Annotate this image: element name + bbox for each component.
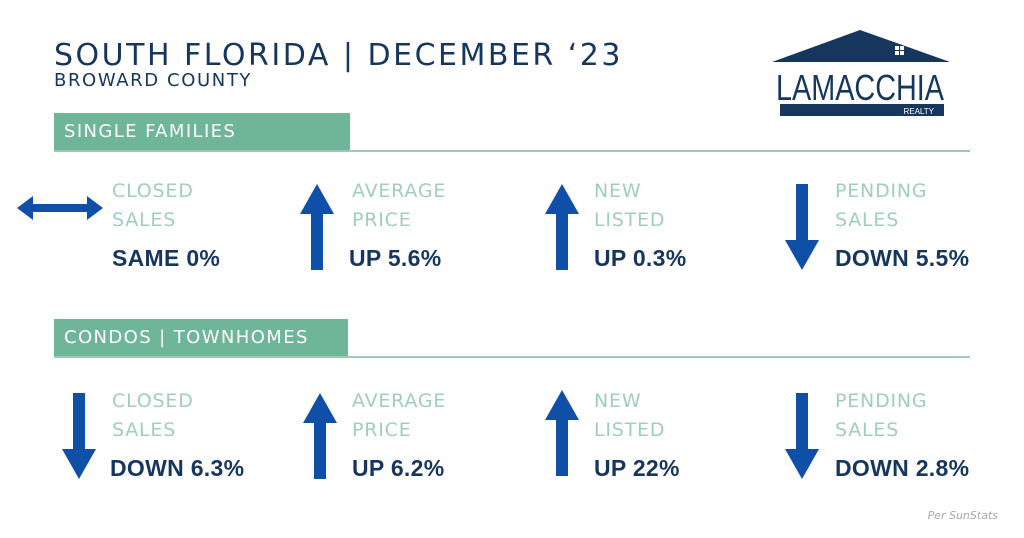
stat-label: NEW xyxy=(594,390,642,412)
svg-text:LAMACCHIA: LAMACCHIA xyxy=(776,67,944,108)
up-arrow-icon xyxy=(545,184,579,270)
stat-label: SALES xyxy=(835,209,900,231)
stat-label: SALES xyxy=(112,419,177,441)
stat-label: PENDING xyxy=(835,180,928,202)
stat-label: PRICE xyxy=(352,419,412,441)
stat-label: CLOSED xyxy=(112,390,194,412)
up-arrow-icon xyxy=(303,393,337,479)
lamacchia-realty-logo: LAMACCHIA REALTY xyxy=(772,30,950,116)
stat-value: SAME 0% xyxy=(112,245,221,271)
page-title: SOUTH FLORIDA | DECEMBER ‘23 xyxy=(54,38,623,73)
svg-text:REALTY: REALTY xyxy=(903,107,934,116)
stat-label: SALES xyxy=(835,419,900,441)
stat-new-listed: NEW LISTED UP 22% xyxy=(594,387,794,482)
stat-value: UP 22% xyxy=(594,455,680,481)
stat-closed-sales: CLOSED SALES SAME 0% xyxy=(112,177,312,272)
stat-pending-sales: PENDING SALES DOWN 2.8% xyxy=(835,387,1024,482)
section-divider xyxy=(54,150,970,152)
stat-average-price: AVERAGE PRICE UP 5.6% xyxy=(349,177,552,272)
stat-average-price: AVERAGE PRICE UP 6.2% xyxy=(352,387,552,482)
stat-label: AVERAGE xyxy=(352,180,447,202)
section-heading-single-families: SINGLE FAMILIES xyxy=(54,113,350,151)
stat-label: LISTED xyxy=(594,209,666,231)
section-divider xyxy=(54,356,970,358)
down-arrow-icon xyxy=(62,393,96,479)
up-arrow-icon xyxy=(545,390,579,476)
stat-value: DOWN 5.5% xyxy=(835,245,970,271)
stat-label: PENDING xyxy=(835,390,928,412)
stat-label: LISTED xyxy=(594,419,666,441)
stat-label: CLOSED xyxy=(112,180,194,202)
stat-label: NEW xyxy=(594,180,642,202)
stat-closed-sales: CLOSED SALES DOWN 6.3% xyxy=(110,387,312,482)
stat-label: PRICE xyxy=(352,209,412,231)
stat-value: UP 6.2% xyxy=(352,455,445,481)
stat-pending-sales: PENDING SALES DOWN 5.5% xyxy=(835,177,1024,272)
down-arrow-icon xyxy=(785,184,819,270)
left-right-arrow-icon xyxy=(17,196,103,220)
stat-label: SALES xyxy=(112,209,177,231)
stat-label: AVERAGE xyxy=(352,390,447,412)
section-heading-condos-townhomes: CONDOS | TOWNHOMES xyxy=(54,319,348,357)
stat-value: DOWN 6.3% xyxy=(110,455,245,481)
stat-value: DOWN 2.8% xyxy=(835,455,970,481)
stat-value: UP 0.3% xyxy=(594,245,687,271)
stat-new-listed: NEW LISTED UP 0.3% xyxy=(594,177,794,272)
source-footnote: Per SunStats xyxy=(927,509,998,522)
down-arrow-icon xyxy=(785,393,819,479)
up-arrow-icon xyxy=(300,184,334,270)
stat-value: UP 5.6% xyxy=(349,245,442,271)
page-subtitle: BROWARD COUNTY xyxy=(54,70,253,91)
